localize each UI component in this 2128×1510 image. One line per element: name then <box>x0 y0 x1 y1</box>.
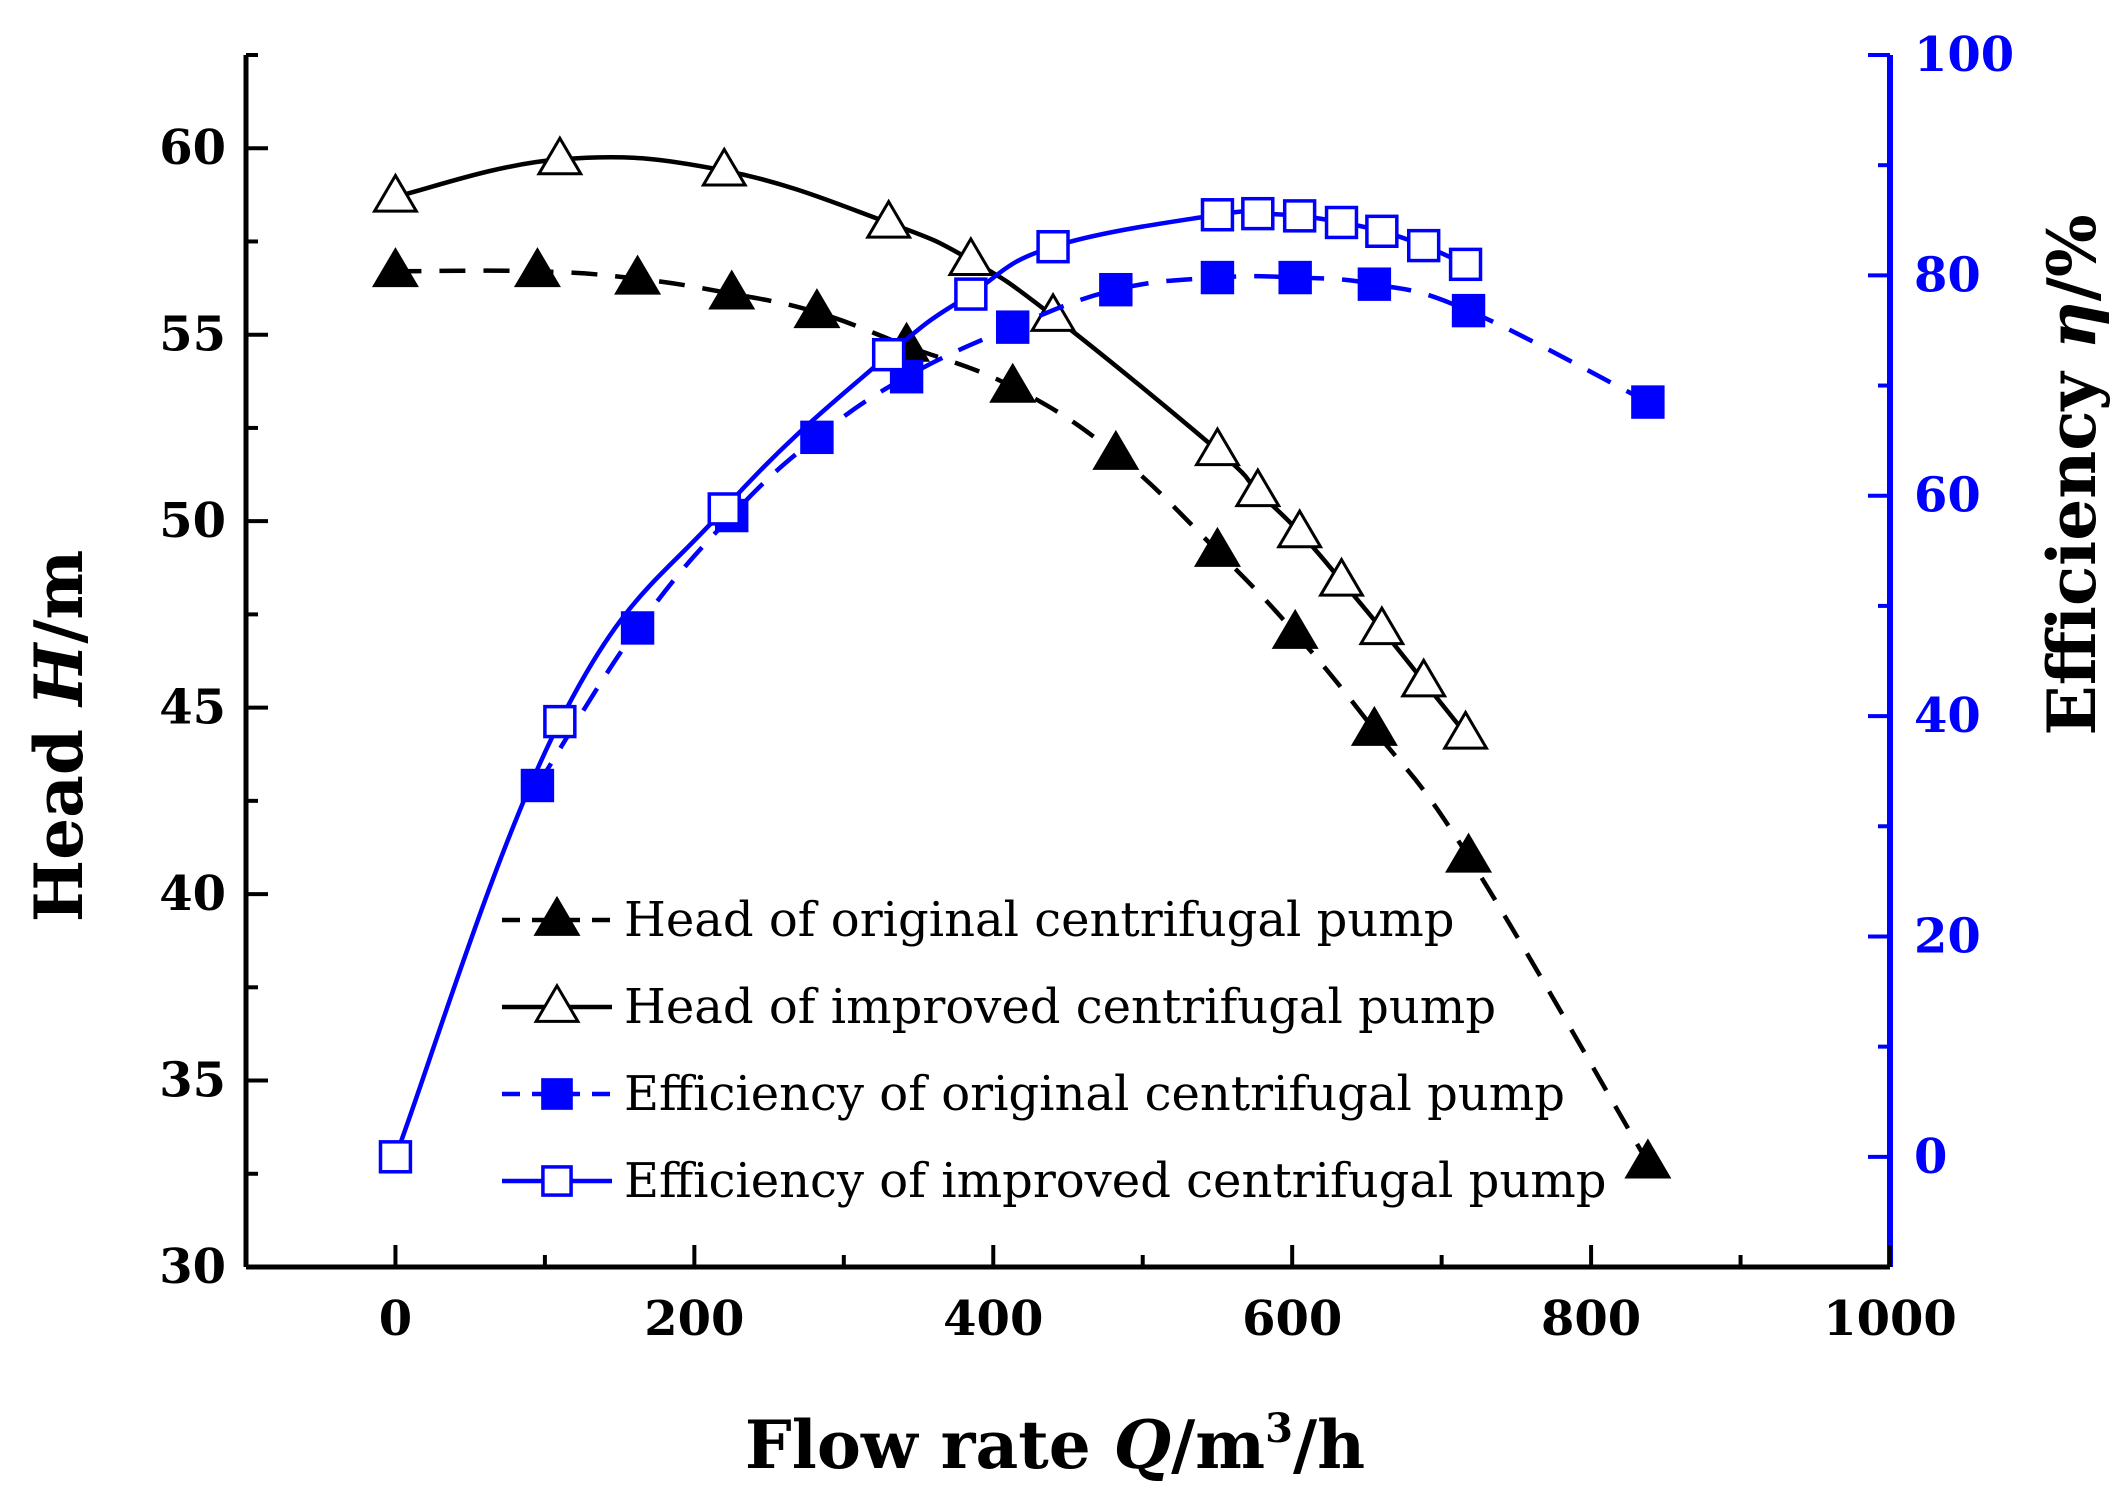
x-tick-label: 800 <box>1541 1291 1641 1347</box>
data-point <box>620 611 655 645</box>
data-point <box>543 704 577 739</box>
data-point <box>1092 429 1140 470</box>
data-point <box>1276 508 1324 549</box>
right-y-axis: 0 20 40 60 80 100 <box>1868 27 2014 1269</box>
legend-label: Efficiency of improved centrifugal pump <box>624 1153 1606 1209</box>
data-point <box>1442 709 1490 750</box>
data-point <box>1350 705 1398 746</box>
data-point <box>371 247 419 288</box>
legend-marker <box>541 1078 573 1110</box>
data-point <box>536 135 584 176</box>
left-y-axis-title: Head H/m <box>20 550 98 923</box>
data-point <box>1324 205 1359 240</box>
x-tick-label: 0 <box>379 1291 412 1347</box>
plot-area <box>371 135 1672 1179</box>
x-axis-title: Flow rate Q/m3/h <box>745 1405 1365 1484</box>
x-tick-label: 400 <box>943 1291 1043 1347</box>
right-y-axis-title: Efficiency η/% <box>2033 214 2111 735</box>
data-point <box>1406 228 1441 263</box>
data-point <box>378 1140 413 1174</box>
left-tick-label: 45 <box>159 680 226 736</box>
legend-label: Head of original centrifugal pump <box>624 892 1455 948</box>
data-point <box>1445 832 1493 873</box>
data-point <box>1624 1138 1672 1179</box>
data-point <box>1358 605 1406 646</box>
right-tick-label: 0 <box>1914 1129 1947 1185</box>
legend: Head of original centrifugal pump Head of… <box>502 892 1606 1209</box>
data-point <box>1036 230 1070 264</box>
data-point <box>989 362 1037 403</box>
data-point <box>1448 247 1483 282</box>
series-line <box>535 273 1649 787</box>
left-tick-label: 35 <box>159 1053 226 1109</box>
right-tick-label: 100 <box>1914 27 2014 83</box>
x-tick-label: 200 <box>644 1291 744 1347</box>
legend-label: Head of improved centrifugal pump <box>624 979 1496 1035</box>
legend-marker <box>533 982 581 1023</box>
data-point <box>1271 608 1319 649</box>
left-y-axis: 30 35 40 45 50 55 60 <box>159 53 268 1295</box>
left-tick-label: 50 <box>159 493 226 549</box>
data-point <box>1357 267 1392 301</box>
data-point <box>1400 657 1448 698</box>
legend-item-4: Efficiency of improved centrifugal pump <box>502 1153 1606 1209</box>
data-point <box>871 337 906 372</box>
legend-marker <box>533 895 581 936</box>
data-point <box>865 198 913 239</box>
data-point <box>1451 293 1486 328</box>
data-point <box>947 235 995 276</box>
right-tick-label: 60 <box>1914 468 1981 524</box>
data-point <box>1193 526 1241 567</box>
data-point <box>1278 260 1312 295</box>
legend-label: Efficiency of original centrifugal pump <box>624 1066 1565 1122</box>
x-tick-label: 600 <box>1242 1291 1342 1347</box>
x-tick-label: 1000 <box>1823 1291 1957 1347</box>
data-point <box>1099 272 1133 307</box>
legend-item-2: Head of improved centrifugal pump <box>502 979 1496 1035</box>
data-point <box>1365 214 1399 249</box>
data-point <box>707 492 741 526</box>
data-point <box>1631 385 1665 419</box>
legend-item-1: Head of original centrifugal pump <box>502 892 1455 948</box>
series-3 <box>520 260 1665 803</box>
data-point <box>1234 467 1282 508</box>
data-point <box>800 420 834 455</box>
data-point <box>1282 199 1317 233</box>
legend-marker <box>541 1165 573 1197</box>
data-point <box>954 277 988 311</box>
data-point <box>995 310 1030 344</box>
left-tick-label: 60 <box>159 120 226 176</box>
data-point <box>700 146 748 187</box>
data-point <box>1193 426 1241 467</box>
series-2 <box>371 135 1490 750</box>
data-point <box>708 269 756 310</box>
right-tick-label: 20 <box>1914 908 1981 964</box>
legend-item-3: Efficiency of original centrifugal pump <box>502 1066 1565 1122</box>
series-line <box>394 154 1468 736</box>
left-tick-label: 55 <box>159 307 226 363</box>
right-tick-label: 40 <box>1914 688 1981 744</box>
series-4 <box>378 196 1483 1174</box>
data-point <box>513 247 561 288</box>
data-point <box>793 288 841 329</box>
x-axis: 0 200 400 600 800 1000 <box>244 1245 1957 1347</box>
data-point <box>371 172 419 213</box>
left-tick-label: 30 <box>159 1239 226 1295</box>
data-point <box>1318 556 1366 597</box>
right-tick-label: 80 <box>1914 247 1981 303</box>
data-point <box>1200 198 1235 232</box>
data-point <box>1241 196 1275 231</box>
left-tick-label: 40 <box>159 866 226 922</box>
data-point <box>614 254 662 295</box>
data-point <box>1200 260 1235 295</box>
